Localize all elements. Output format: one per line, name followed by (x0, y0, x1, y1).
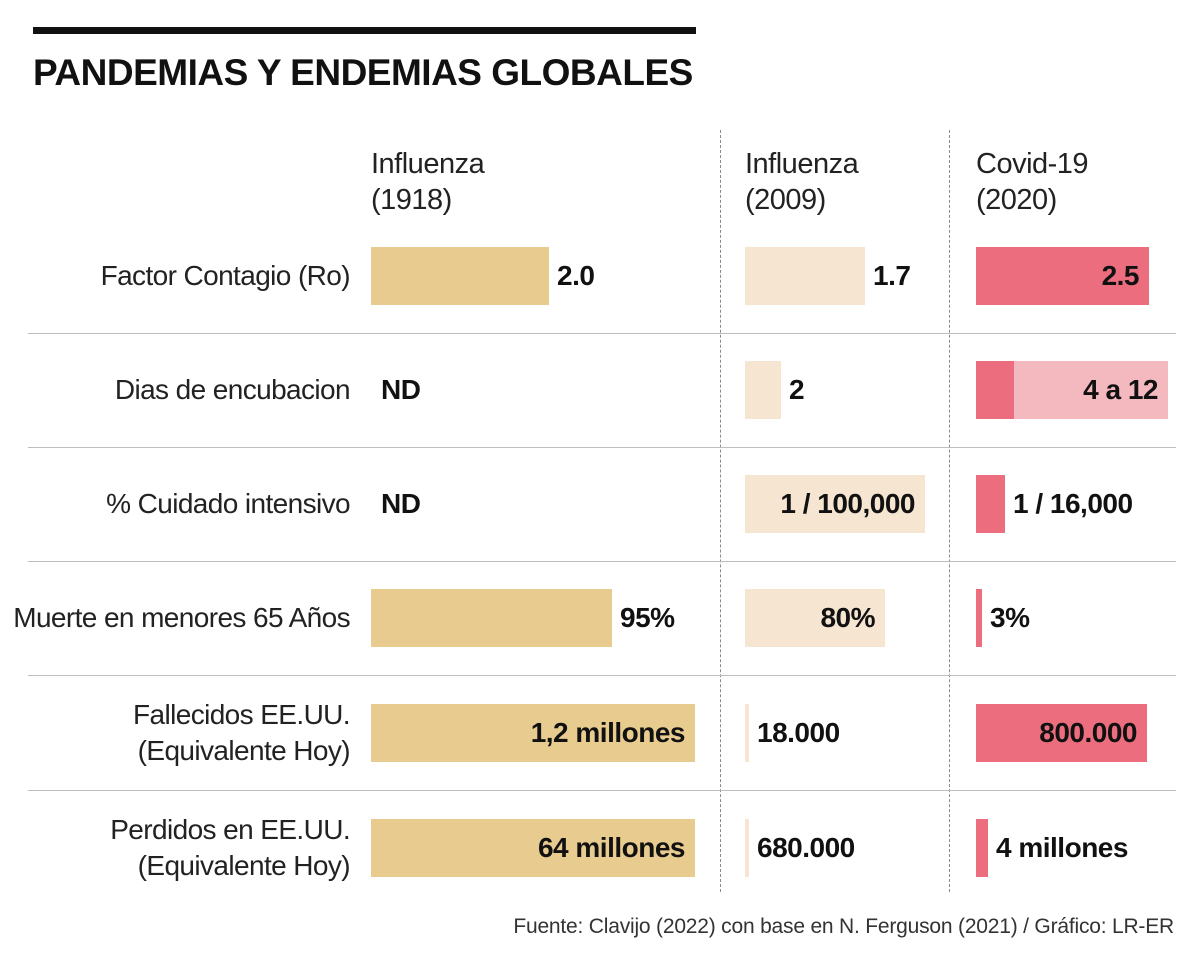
value-label-contagio-influenza-1918: 2.0 (557, 260, 595, 291)
row-label-line: (Equivalente Hoy) (137, 850, 351, 881)
value-label-contagio-covid-2020: 2.5 (1101, 260, 1140, 291)
row-separator-2 (28, 447, 1176, 448)
value-label-muerte65-influenza-2009: 80% (820, 602, 875, 633)
bar-contagio-influenza-2009 (745, 247, 865, 305)
value-label-encubacion-influenza-2009: 2 (789, 374, 805, 405)
source-note: Fuente: Clavijo (2022) con base en N. Fe… (513, 915, 1174, 938)
row-label-cuidado: % Cuidado intensivo (10, 486, 350, 522)
bar-muerte65-influenza-2009 (745, 589, 885, 647)
bar-cuidado-covid-2020 (976, 475, 1005, 533)
value-label-cuidado-covid-2020: 1 / 16,000 (1013, 488, 1133, 519)
top-rule (33, 27, 696, 34)
row-separator-3 (28, 561, 1176, 562)
row-label-line: (Equivalente Hoy) (137, 735, 351, 766)
column-divider-2 (949, 130, 950, 892)
row-separator-5 (28, 790, 1176, 791)
bar-contagio-covid-2020 (976, 247, 1149, 305)
column-header-line: (1918) (371, 184, 452, 216)
value-label-fallecidos-influenza-2009: 18.000 (757, 717, 840, 748)
bar-muerte65-covid-2020 (976, 589, 982, 647)
bar-cuidado-influenza-2009 (745, 475, 925, 533)
bar-fallecidos-influenza-2009 (745, 704, 749, 762)
value-label-contagio-influenza-2009: 1.7 (873, 260, 911, 291)
bar-perdidos-covid-2020 (976, 819, 988, 877)
bar-fallecidos-influenza-1918 (371, 704, 695, 762)
row-label-encubacion: Dias de encubacion (10, 372, 351, 408)
column-header-covid-2020: Covid-19 (2020) (976, 146, 1089, 218)
bar-perdidos-influenza-1918 (371, 819, 695, 877)
row-separator-4 (28, 675, 1176, 676)
bar-encubacion-covid-2020 (976, 361, 1014, 419)
row-label-line: Perdidos en EE.UU. (110, 814, 350, 845)
value-label-fallecidos-influenza-1918: 1,2 millones (530, 717, 686, 748)
column-header-influenza-1918: Influenza (1918) (371, 146, 485, 218)
value-label-encubacion-influenza-1918: ND (381, 374, 421, 405)
bar-perdidos-influenza-2009 (745, 819, 749, 877)
row-label-perdidos: Perdidos en EE.UU. (Equivalente Hoy) (10, 812, 350, 884)
bar-muerte65-influenza-1918 (371, 589, 612, 647)
value-label-cuidado-influenza-2009: 1 / 100,000 (780, 488, 915, 519)
row-separator-1 (28, 333, 1176, 334)
column-header-influenza-2009: Influenza (2009) (745, 146, 859, 218)
value-label-encubacion-covid-2020: 4 a 12 (1083, 374, 1158, 405)
column-header-line: (2020) (976, 184, 1057, 216)
value-label-muerte65-covid-2020: 3% (990, 602, 1030, 633)
value-label-cuidado-influenza-1918: ND (381, 488, 421, 519)
row-label-line: % Cuidado intensivo (106, 488, 350, 519)
value-label-perdidos-influenza-1918: 64 millones (537, 832, 686, 863)
row-label-contagio: Factor Contagio (Ro) (10, 258, 351, 294)
column-header-line: Influenza (371, 148, 485, 180)
row-label-line: Muerte en menores 65 Años (13, 602, 350, 633)
column-divider-1 (720, 130, 721, 892)
bar-encubacion-influenza-2009 (745, 361, 781, 419)
bar-contagio-influenza-1918 (371, 247, 549, 305)
value-label-fallecidos-covid-2020: 800.000 (1039, 717, 1137, 748)
bar-fallecidos-covid-2020 (976, 704, 1147, 762)
row-label-line: Fallecidos EE.UU. (133, 699, 351, 730)
column-header-line: Covid-19 (976, 148, 1089, 180)
value-label-muerte65-influenza-1918: 95% (620, 602, 675, 633)
page-title: PANDEMIAS Y ENDEMIAS GLOBALES (33, 52, 693, 93)
column-header-line: (2009) (745, 184, 826, 216)
value-label-perdidos-influenza-2009: 680.000 (757, 832, 855, 863)
row-label-fallecidos: Fallecidos EE.UU. (Equivalente Hoy) (10, 697, 351, 769)
row-label-line: Dias de encubacion (114, 374, 351, 405)
row-label-line: Factor Contagio (Ro) (100, 260, 351, 291)
column-header-line: Influenza (745, 148, 859, 180)
value-label-perdidos-covid-2020: 4 millones (996, 832, 1128, 863)
row-label-muerte65: Muerte en menores 65 Años (10, 600, 350, 636)
